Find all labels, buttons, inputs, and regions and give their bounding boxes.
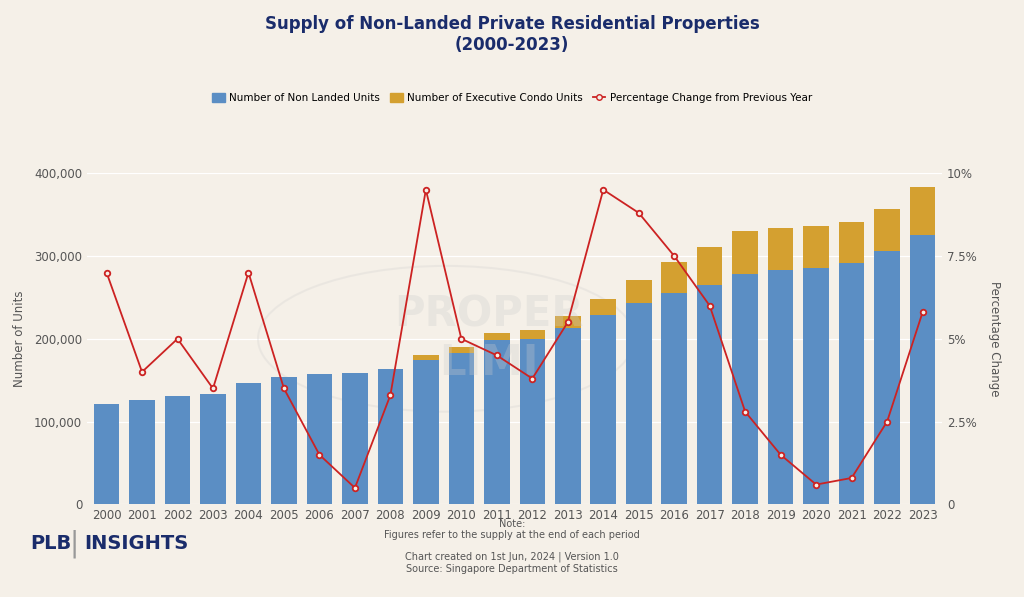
Bar [697,247,723,285]
Bar [519,339,545,504]
Bar [201,394,225,504]
Bar [484,333,510,340]
Bar [626,303,651,504]
Bar [804,226,828,269]
Text: Chart created on 1st Jun, 2024 | Version 1.0: Chart created on 1st Jun, 2024 | Version… [406,552,618,562]
Bar [839,222,864,263]
Bar [909,187,935,235]
Text: |: | [69,529,79,558]
Bar [129,400,155,504]
Text: INSIGHTS: INSIGHTS [84,534,188,553]
Text: PROPER
LIMI: PROPER LIMI [394,294,584,384]
Bar [165,396,190,504]
Bar [909,235,935,504]
Bar [839,263,864,504]
Bar [342,373,368,504]
Text: Note:: Note: [499,519,525,530]
Bar [768,228,794,270]
Bar [94,404,120,504]
Bar [697,285,723,504]
Bar [874,251,900,504]
Bar [413,359,438,504]
Text: PLB: PLB [31,534,72,553]
Bar [271,377,297,504]
Bar [449,353,474,504]
Text: Figures refer to the supply at the end of each period: Figures refer to the supply at the end o… [384,530,640,540]
Bar [626,280,651,303]
Legend: Number of Non Landed Units, Number of Executive Condo Units, Percentage Change f: Number of Non Landed Units, Number of Ex… [208,89,816,107]
Y-axis label: Number of Units: Number of Units [12,291,26,387]
Bar [236,383,261,504]
Bar [804,269,828,504]
Bar [591,299,616,315]
Bar [519,330,545,339]
Text: Source: Singapore Department of Statistics: Source: Singapore Department of Statisti… [407,564,617,574]
Bar [732,231,758,274]
Bar [874,209,900,251]
Bar [378,368,403,504]
Text: (2000-2023): (2000-2023) [455,36,569,54]
Bar [555,328,581,504]
Bar [732,274,758,504]
Bar [768,270,794,504]
Bar [662,261,687,293]
Bar [413,355,438,359]
Bar [591,315,616,504]
Bar [306,374,332,504]
Y-axis label: Percentage Change: Percentage Change [988,281,1000,396]
Bar [449,347,474,353]
Text: Supply of Non-Landed Private Residential Properties: Supply of Non-Landed Private Residential… [264,15,760,33]
Bar [662,293,687,504]
Bar [484,340,510,504]
Bar [555,316,581,328]
